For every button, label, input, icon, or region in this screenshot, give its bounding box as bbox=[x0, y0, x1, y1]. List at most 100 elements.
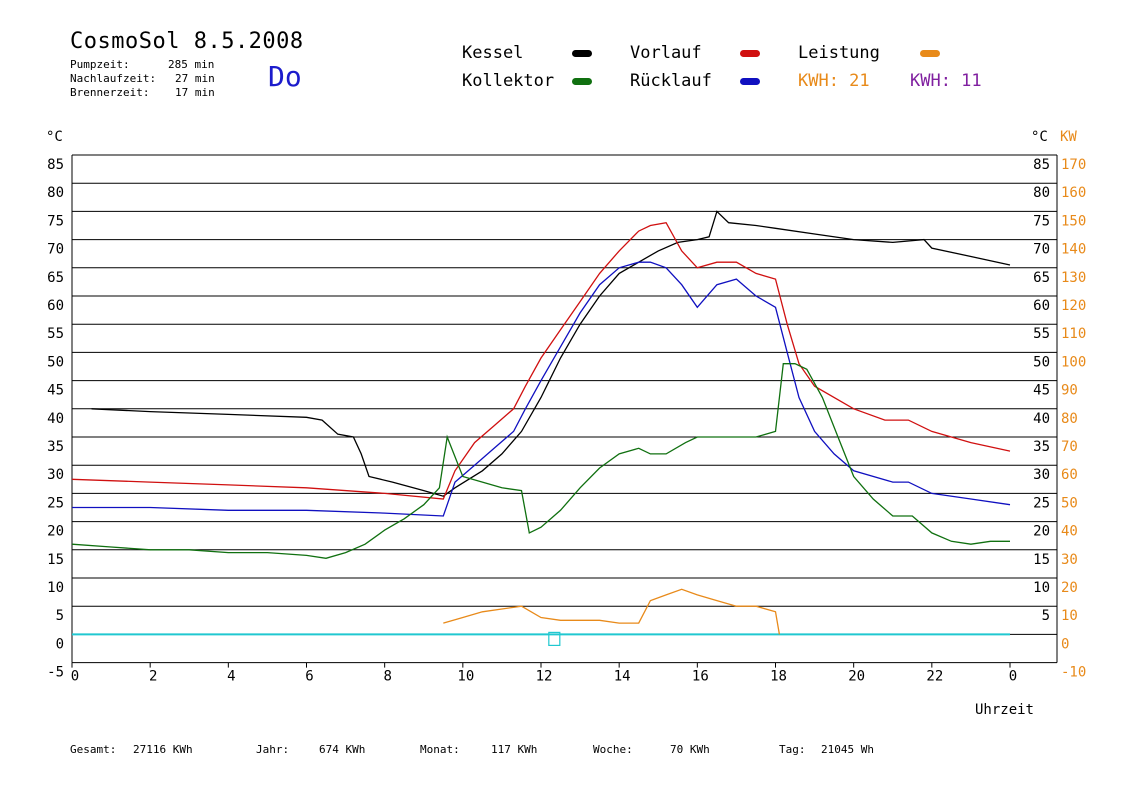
y-tick-right: 65 bbox=[1033, 270, 1050, 286]
y-tick-left: 0 bbox=[56, 636, 64, 652]
y-tick-left: 85 bbox=[47, 157, 64, 173]
legend-kessel-swatch bbox=[572, 50, 592, 57]
kw-tick: 0 bbox=[1061, 636, 1069, 652]
y-tick-left: 70 bbox=[47, 242, 64, 258]
x-tick-label: 4 bbox=[227, 669, 235, 685]
y-tick-right: 40 bbox=[1033, 411, 1050, 427]
y-tick-left: 40 bbox=[47, 411, 64, 427]
legend-leistung-swatch bbox=[920, 50, 940, 57]
x-tick-label: 14 bbox=[614, 669, 631, 685]
weekday-label: Do bbox=[268, 60, 302, 93]
y-tick-left: 75 bbox=[47, 213, 64, 229]
kw-tick: 150 bbox=[1061, 213, 1086, 229]
y-tick-right: 75 bbox=[1033, 213, 1050, 229]
stat-brennerzeit-value: 17 min bbox=[175, 86, 215, 99]
y-tick-right: 25 bbox=[1033, 495, 1050, 511]
kw-tick: 90 bbox=[1061, 383, 1078, 399]
kw-tick: 20 bbox=[1061, 580, 1078, 596]
legend-leistung-label: Leistung bbox=[798, 43, 880, 63]
kw-tick: 50 bbox=[1061, 495, 1078, 511]
stat-pumpzeit-value: 285 min bbox=[168, 58, 215, 71]
y-tick-right: 60 bbox=[1033, 298, 1050, 314]
y-tick-left: 15 bbox=[47, 552, 64, 568]
kw-tick: 100 bbox=[1061, 354, 1086, 370]
x-tick-label: 22 bbox=[926, 669, 943, 685]
footer-jahr-value: 674 KWh bbox=[319, 743, 366, 756]
y-tick-right: 70 bbox=[1033, 242, 1050, 258]
stat-nachlaufzeit-label: Nachlaufzeit: bbox=[70, 72, 157, 85]
y-tick-left: 45 bbox=[47, 383, 64, 399]
y-tick-right: 45 bbox=[1033, 383, 1050, 399]
y-tick-left: 55 bbox=[47, 326, 64, 342]
footer-monat-value: 117 KWh bbox=[491, 743, 538, 756]
legend-kessel-label: Kessel bbox=[462, 43, 524, 63]
y-tick-left: 5 bbox=[56, 608, 64, 624]
legend-vorlauf-swatch bbox=[740, 50, 760, 57]
y-tick-left: 65 bbox=[47, 270, 64, 286]
x-tick-label: 16 bbox=[692, 669, 709, 685]
legend-kwh-purple: KWH: 11 bbox=[910, 71, 982, 91]
legend-vorlauf-label: Vorlauf bbox=[630, 43, 702, 63]
x-tick-label: 20 bbox=[848, 669, 865, 685]
footer-monat-label: Monat: bbox=[420, 743, 460, 756]
footer-jahr-label: Jahr: bbox=[256, 743, 290, 756]
x-tick-label: 2 bbox=[149, 669, 157, 685]
x-axis-label: Uhrzeit bbox=[975, 702, 1034, 718]
y-tick-left: 25 bbox=[47, 495, 64, 511]
kw-tick: 80 bbox=[1061, 411, 1078, 427]
series-kollektor bbox=[71, 363, 1010, 559]
y-tick-left: -5 bbox=[47, 665, 64, 681]
cyan-marker bbox=[548, 631, 561, 647]
series-kessel bbox=[91, 210, 1011, 497]
stat-nachlaufzeit-value: 27 min bbox=[175, 72, 215, 85]
kw-tick: 140 bbox=[1061, 242, 1086, 258]
y-tick-right: 5 bbox=[1042, 608, 1050, 624]
y-tick-right: 10 bbox=[1033, 580, 1050, 596]
kw-tick: 60 bbox=[1061, 467, 1078, 483]
y-tick-left: 10 bbox=[47, 580, 64, 596]
kw-tick: 10 bbox=[1061, 608, 1078, 624]
y-axis-label-left: °C bbox=[46, 129, 63, 145]
x-tick-label: 10 bbox=[457, 669, 474, 685]
x-tick-label: 6 bbox=[305, 669, 313, 685]
footer-tag-label: Tag: bbox=[779, 743, 806, 756]
series-leistung bbox=[443, 588, 781, 635]
kw-tick: 160 bbox=[1061, 185, 1086, 201]
kw-tick: 40 bbox=[1061, 524, 1078, 540]
y-tick-left: 30 bbox=[47, 467, 64, 483]
y-tick-right: 85 bbox=[1033, 157, 1050, 173]
y-tick-right: 80 bbox=[1033, 185, 1050, 201]
footer-woche-value: 70 KWh bbox=[670, 743, 710, 756]
kw-tick: -10 bbox=[1061, 665, 1086, 681]
footer-gesamt-label: Gesamt: bbox=[70, 743, 117, 756]
kw-axis-label: KW bbox=[1060, 129, 1077, 145]
y-tick-right: 15 bbox=[1033, 552, 1050, 568]
y-tick-right: 20 bbox=[1033, 524, 1050, 540]
y-tick-left: 60 bbox=[47, 298, 64, 314]
y-tick-left: 80 bbox=[47, 185, 64, 201]
footer-woche-label: Woche: bbox=[593, 743, 633, 756]
y-tick-right: 35 bbox=[1033, 439, 1050, 455]
legend-ruecklauf-swatch bbox=[740, 78, 760, 85]
y-tick-left: 35 bbox=[47, 439, 64, 455]
footer-gesamt-value: 27116 KWh bbox=[133, 743, 193, 756]
footer-tag-value: 21045 Wh bbox=[821, 743, 874, 756]
y-tick-right: 30 bbox=[1033, 467, 1050, 483]
x-tick-label: 8 bbox=[383, 669, 391, 685]
x-tick-label: 12 bbox=[536, 669, 553, 685]
kw-tick: 110 bbox=[1061, 326, 1086, 342]
y-tick-left: 20 bbox=[47, 524, 64, 540]
x-tick-label: 0 bbox=[1009, 669, 1017, 685]
x-tick-label: 18 bbox=[770, 669, 787, 685]
chart-title: CosmoSol 8.5.2008 bbox=[70, 29, 304, 54]
kw-tick: 30 bbox=[1061, 552, 1078, 568]
legend-kollektor-label: Kollektor bbox=[462, 71, 555, 91]
series-vorlauf bbox=[71, 221, 1011, 500]
stat-brennerzeit-label: Brennerzeit: bbox=[70, 86, 150, 99]
kw-tick: 170 bbox=[1061, 157, 1086, 173]
x-tick-label: 0 bbox=[71, 669, 79, 685]
kw-tick: 120 bbox=[1061, 298, 1086, 314]
y-tick-left: 50 bbox=[47, 354, 64, 370]
legend-kollektor-swatch bbox=[572, 78, 592, 85]
